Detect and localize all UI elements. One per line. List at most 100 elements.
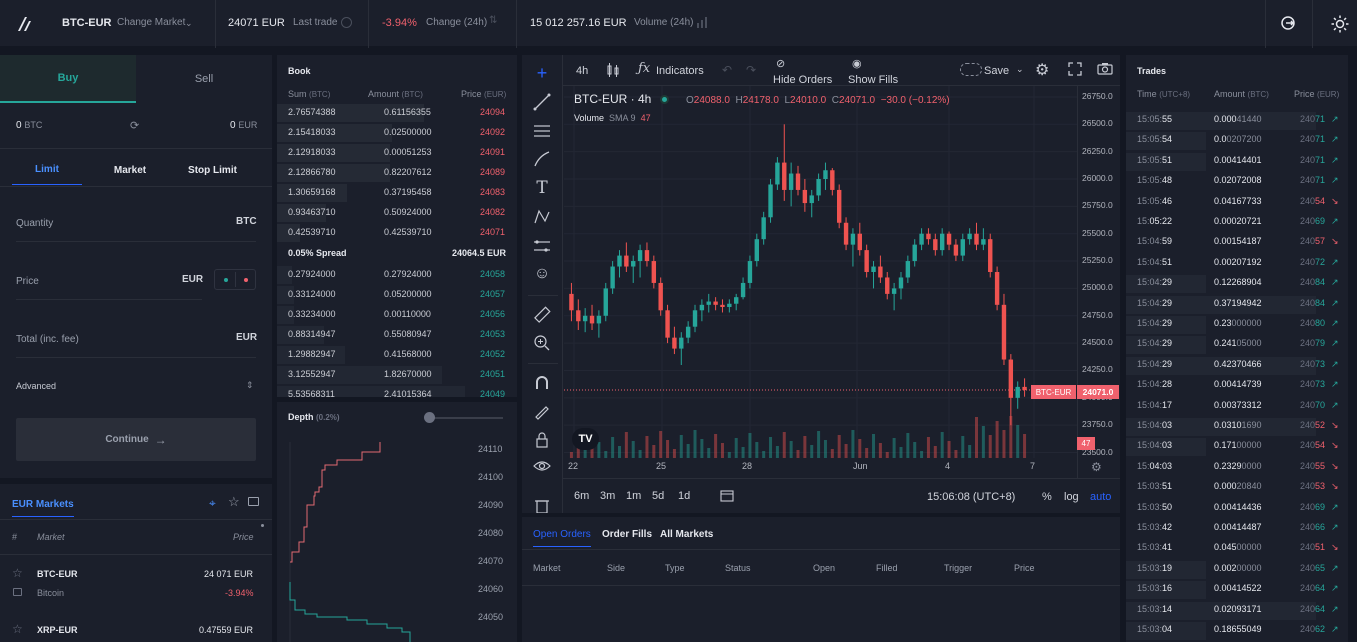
market-pair[interactable]: XRP-EUR <box>37 625 78 635</box>
order-type-stop-limit[interactable]: Stop Limit <box>188 164 237 176</box>
range-button[interactable]: 6m <box>574 490 590 502</box>
eye-off-icon[interactable]: ⊘ <box>776 58 786 70</box>
book-row[interactable]: 0.33234000 0.00110000 24056 <box>277 305 517 325</box>
brush-icon[interactable] <box>530 147 554 171</box>
percent-toggle[interactable]: % <box>1042 491 1052 503</box>
expand-icon[interactable]: ⇕ <box>246 380 254 390</box>
total-input[interactable] <box>16 357 256 358</box>
red-dot-icon[interactable] <box>244 278 248 282</box>
ruler-icon[interactable] <box>530 303 554 327</box>
refresh-icon[interactable]: ⟳ <box>130 120 140 132</box>
fib-lines-icon[interactable] <box>530 119 554 143</box>
magnet-icon[interactable] <box>530 371 554 395</box>
camera-icon[interactable] <box>1097 62 1113 75</box>
price-chart[interactable] <box>564 86 1120 478</box>
order-type-limit[interactable]: Limit <box>12 155 82 185</box>
continue-button[interactable]: Continue → <box>16 418 256 461</box>
range-button[interactable]: 5d <box>652 490 665 502</box>
market-pair[interactable]: BTC-EUR <box>62 17 112 29</box>
book-row[interactable]: 2.12918033 0.00051253 24091 <box>277 143 517 163</box>
redo-icon[interactable]: ↷ <box>746 63 757 77</box>
green-dot-icon[interactable] <box>224 278 228 282</box>
range-button[interactable]: 3m <box>600 490 616 502</box>
price-stepper[interactable] <box>214 269 256 290</box>
emoji-icon[interactable]: ☺ <box>533 265 551 282</box>
eur-markets-tab[interactable]: EUR Markets <box>12 499 74 517</box>
price-axis[interactable]: 26750.0 26500.0 26250.0 26000.0 25750.0 25500… <box>1077 86 1120 478</box>
hide-orders-button[interactable]: Hide Orders <box>773 74 833 86</box>
gear-icon[interactable]: ⚙ <box>1035 62 1050 79</box>
save-button[interactable]: Save <box>984 65 1010 77</box>
chevron-down-icon[interactable]: ⌄ <box>1016 64 1024 74</box>
book-row[interactable]: 0.33124000 0.05200000 24057 <box>277 285 517 305</box>
tab-order-fills[interactable]: Order Fills <box>602 529 653 540</box>
orders-column-header[interactable]: Market <box>533 563 561 573</box>
eye-icon[interactable]: ◉ <box>852 58 862 70</box>
tradingview-logo-icon[interactable]: TV <box>572 428 599 450</box>
orders-column-header[interactable]: Trigger <box>944 563 973 573</box>
slider-handle[interactable] <box>424 412 435 423</box>
crosshair-icon[interactable]: + <box>536 62 548 83</box>
orders-column-header[interactable]: Type <box>665 563 685 573</box>
show-fills-button[interactable]: Show Fills <box>848 74 899 86</box>
trend-line-icon[interactable] <box>530 90 554 114</box>
crosshair-icon[interactable]: ⌖ <box>209 496 216 510</box>
tab-open-orders[interactable]: Open Orders <box>533 529 591 547</box>
orders-column-header[interactable]: Filled <box>876 563 898 573</box>
orders-column-header[interactable]: Open <box>813 563 836 573</box>
orders-column-header[interactable]: Status <box>725 563 751 573</box>
pattern-icon[interactable] <box>530 205 554 229</box>
quantity-input[interactable] <box>16 241 256 242</box>
book-row[interactable]: 2.76574388 0.61156355 24094 <box>277 103 517 123</box>
range-button[interactable]: 1m <box>626 490 642 502</box>
book-row[interactable]: 1.30659168 0.37195458 24083 <box>277 183 517 203</box>
star-icon[interactable]: ☆ <box>228 494 240 509</box>
chevron-down-icon[interactable]: ⌄ <box>185 18 193 28</box>
order-type-market[interactable]: Market <box>113 164 147 176</box>
scrollbar[interactable] <box>1348 55 1357 642</box>
prediction-icon[interactable] <box>530 234 554 258</box>
interval-selector[interactable]: 4h <box>576 65 589 77</box>
book-row[interactable]: 3.12552947 1.82670000 24051 <box>277 365 517 385</box>
book-row[interactable]: 0.88314947 0.55080947 24053 <box>277 325 517 345</box>
book-row[interactable]: 0.42539710 0.42539710 24071 <box>277 223 517 243</box>
lock-icon[interactable] <box>530 428 554 452</box>
lock-drawing-icon[interactable] <box>530 399 554 423</box>
orders-column-header[interactable]: Price <box>1014 563 1035 573</box>
cloud-icon[interactable] <box>960 63 982 76</box>
buy-tab[interactable]: Buy <box>0 55 136 103</box>
log-toggle[interactable]: log <box>1064 491 1079 503</box>
book-row[interactable]: 0.27924000 0.27924000 24058 <box>277 265 517 285</box>
logout-icon[interactable] <box>1280 15 1296 31</box>
market-pair[interactable]: BTC-EUR <box>37 569 78 579</box>
logo-icon[interactable] <box>16 15 36 33</box>
sun-icon[interactable] <box>1331 15 1349 33</box>
orders-column-header[interactable]: Side <box>607 563 626 573</box>
book-row[interactable]: 1.29882947 0.41568000 24052 <box>277 345 517 365</box>
advanced-toggle[interactable]: Advanced <box>16 381 57 391</box>
auto-toggle[interactable]: auto <box>1090 491 1112 503</box>
book-row[interactable]: 0.93463710 0.50924000 24082 <box>277 203 517 223</box>
wallet-icon[interactable] <box>248 497 259 506</box>
tab-all-markets[interactable]: All Markets <box>660 529 714 540</box>
depth-slider[interactable] <box>424 412 503 423</box>
calendar-range-icon[interactable] <box>720 489 736 502</box>
zoom-in-icon[interactable] <box>530 331 554 355</box>
text-tool-icon[interactable]: T <box>536 178 548 198</box>
book-row[interactable]: 2.12866780 0.82207612 24089 <box>277 163 517 183</box>
function-icon[interactable]: ƒx <box>638 61 651 76</box>
gear-icon[interactable]: ⚙ <box>1091 460 1102 474</box>
indicators-button[interactable]: Indicators <box>656 65 704 77</box>
star-icon[interactable]: ☆ <box>12 622 23 636</box>
price-input[interactable] <box>16 299 202 300</box>
eye-icon[interactable] <box>530 454 554 478</box>
change-market-button[interactable]: Change Market <box>117 17 186 28</box>
time-axis[interactable]: 22 25 28 Jun 4 7 <box>564 458 1077 478</box>
book-row[interactable]: 5.53568311 2.41015364 24049 <box>277 385 517 397</box>
range-button[interactable]: 1d <box>678 490 691 502</box>
trash-icon[interactable] <box>530 493 554 513</box>
scroll-indicator[interactable] <box>261 524 264 527</box>
candle-style-icon[interactable] <box>606 63 620 77</box>
star-icon[interactable]: ☆ <box>12 566 23 580</box>
fullscreen-icon[interactable] <box>1068 62 1082 76</box>
